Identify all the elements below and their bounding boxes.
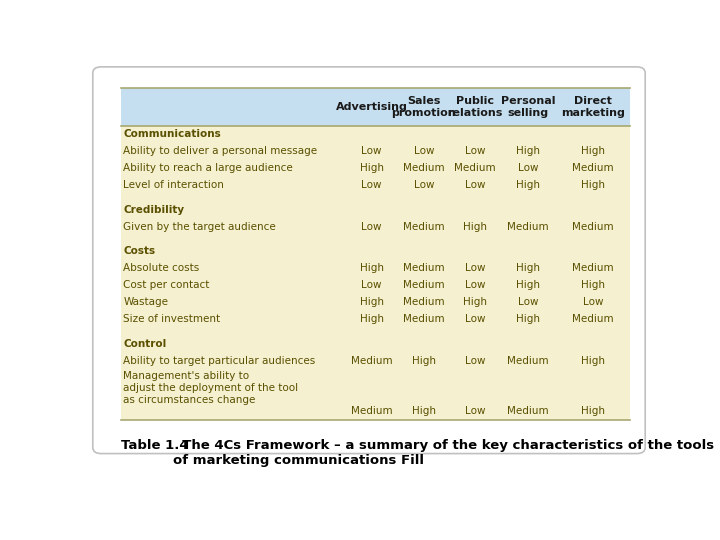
Text: Medium: Medium <box>572 264 614 273</box>
Text: Ability to deliver a personal message: Ability to deliver a personal message <box>123 146 318 157</box>
Text: High: High <box>359 314 384 325</box>
Text: High: High <box>359 163 384 173</box>
Text: Management's ability to
adjust the deployment of the tool
as circumstances chang: Management's ability to adjust the deplo… <box>123 372 298 404</box>
Text: High: High <box>581 406 606 416</box>
Text: The 4Cs Framework – a summary of the key characteristics of the tools
of marketi: The 4Cs Framework – a summary of the key… <box>173 439 714 467</box>
Text: Medium: Medium <box>403 314 445 325</box>
Text: Absolute costs: Absolute costs <box>123 264 199 273</box>
Text: Medium: Medium <box>403 298 445 307</box>
Text: Medium: Medium <box>572 314 614 325</box>
Text: High: High <box>359 264 384 273</box>
Text: Costs: Costs <box>123 246 156 256</box>
Text: High: High <box>516 146 540 157</box>
Text: Low: Low <box>518 298 539 307</box>
Text: High: High <box>516 280 540 291</box>
Text: Low: Low <box>361 280 382 291</box>
Text: Low: Low <box>464 314 485 325</box>
Text: Low: Low <box>518 163 539 173</box>
Text: Credibility: Credibility <box>123 205 184 215</box>
Text: Given by the target audience: Given by the target audience <box>123 222 276 232</box>
Text: Medium: Medium <box>508 222 549 232</box>
Text: Low: Low <box>413 180 434 190</box>
Text: High: High <box>581 356 606 366</box>
Text: Medium: Medium <box>508 406 549 416</box>
Text: Low: Low <box>464 406 485 416</box>
Text: Low: Low <box>413 146 434 157</box>
Text: Low: Low <box>464 264 485 273</box>
Text: Low: Low <box>464 146 485 157</box>
Text: Sales
promotion: Sales promotion <box>392 96 456 118</box>
Text: Ability to target particular audiences: Ability to target particular audiences <box>123 356 315 366</box>
Text: High: High <box>463 298 487 307</box>
Text: High: High <box>516 264 540 273</box>
Text: High: High <box>412 356 436 366</box>
Text: Low: Low <box>361 222 382 232</box>
Text: Low: Low <box>464 356 485 366</box>
Text: Medium: Medium <box>403 222 445 232</box>
Text: Low: Low <box>464 280 485 291</box>
Text: Medium: Medium <box>454 163 495 173</box>
Text: Medium: Medium <box>403 163 445 173</box>
Text: Ability to reach a large audience: Ability to reach a large audience <box>123 163 293 173</box>
Text: High: High <box>412 406 436 416</box>
Text: High: High <box>581 280 606 291</box>
Text: Cost per contact: Cost per contact <box>123 280 210 291</box>
FancyBboxPatch shape <box>93 67 645 454</box>
Text: High: High <box>581 146 606 157</box>
Text: Medium: Medium <box>572 222 614 232</box>
Text: Low: Low <box>583 298 603 307</box>
Text: High: High <box>463 222 487 232</box>
Text: Wastage: Wastage <box>123 298 168 307</box>
Text: Table 1.4: Table 1.4 <box>121 439 189 452</box>
Text: Medium: Medium <box>508 356 549 366</box>
Text: Size of investment: Size of investment <box>123 314 220 325</box>
Text: Communications: Communications <box>123 130 221 139</box>
Text: High: High <box>359 298 384 307</box>
Text: Medium: Medium <box>403 280 445 291</box>
Text: Direct
marketing: Direct marketing <box>562 96 625 118</box>
Text: Level of interaction: Level of interaction <box>123 180 224 190</box>
Text: Advertising: Advertising <box>336 102 408 112</box>
Text: High: High <box>516 314 540 325</box>
Text: High: High <box>516 180 540 190</box>
Bar <box>121 126 630 420</box>
Text: Medium: Medium <box>351 356 392 366</box>
Text: Personal
selling: Personal selling <box>501 96 556 118</box>
Text: Control: Control <box>123 339 166 349</box>
Text: Medium: Medium <box>403 264 445 273</box>
Text: Medium: Medium <box>351 406 392 416</box>
Text: Medium: Medium <box>572 163 614 173</box>
Text: High: High <box>581 180 606 190</box>
Text: Low: Low <box>361 180 382 190</box>
Text: Low: Low <box>361 146 382 157</box>
Bar <box>121 87 630 126</box>
Text: Low: Low <box>464 180 485 190</box>
Text: Public
relations: Public relations <box>447 96 503 118</box>
